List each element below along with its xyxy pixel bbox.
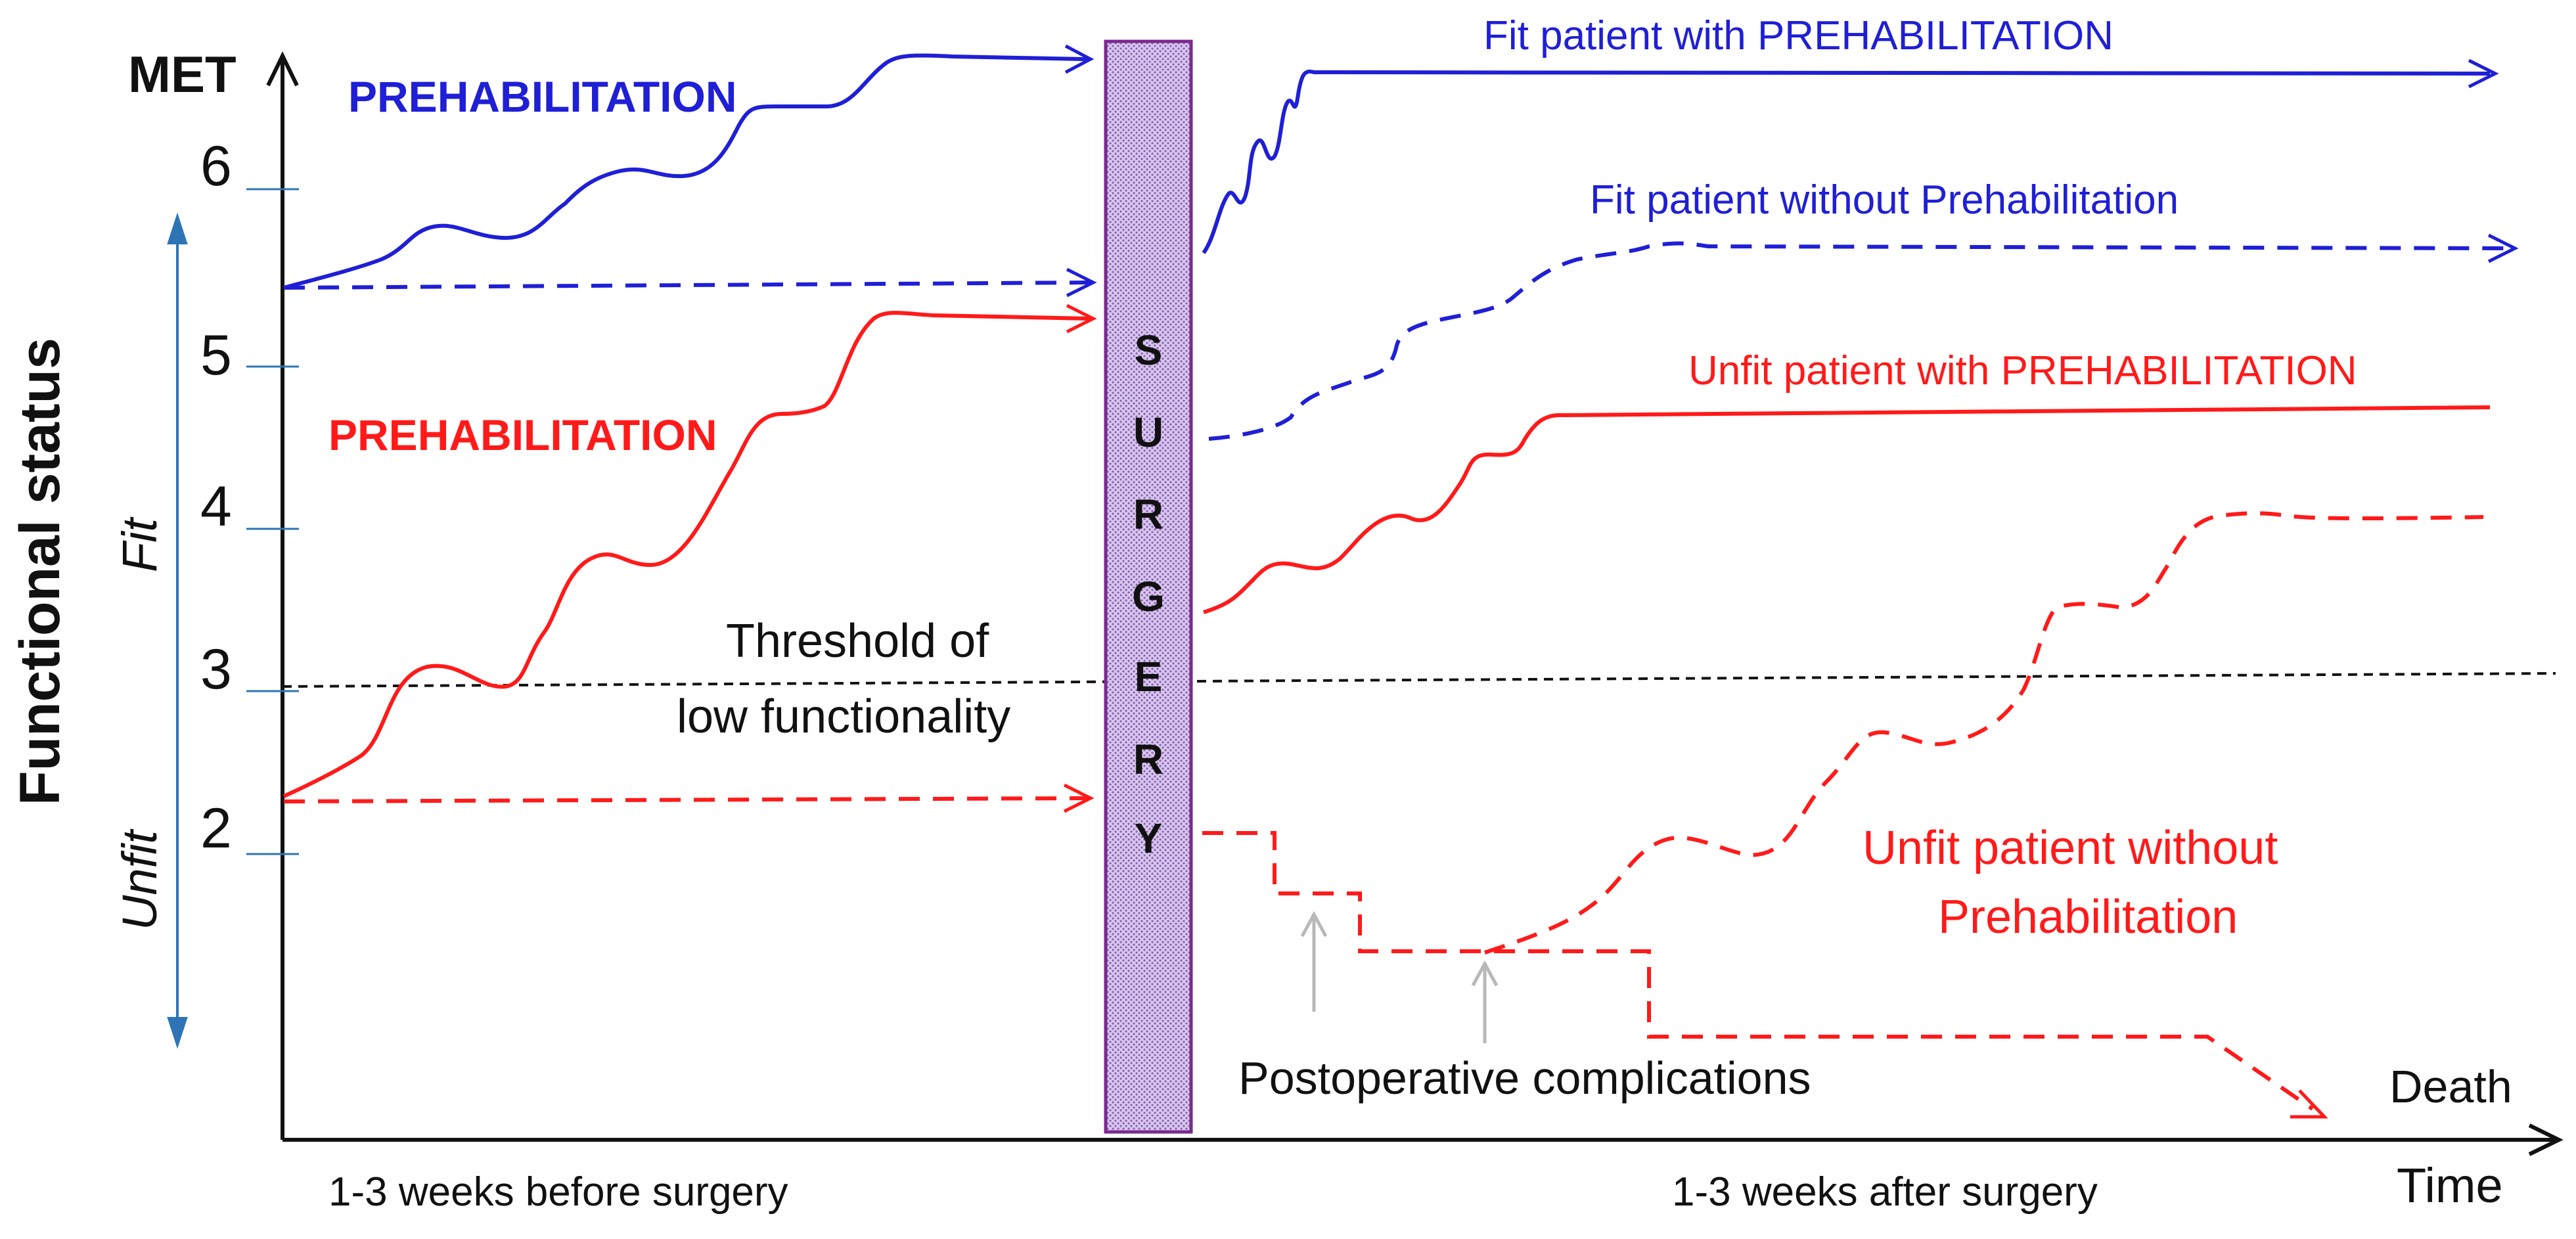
unfit-label: Unfit (112, 828, 167, 930)
complication-arrowhead (1300, 911, 1328, 937)
unfit-without-label-line1: Unfit patient without (1863, 822, 2278, 874)
unfit-prehab-arrowhead-pre (1066, 304, 1097, 334)
fit-noprehab-arrowhead-pre (1066, 267, 1097, 298)
x-axis-arrowhead (2528, 1123, 2564, 1156)
surgery-letter: R (1133, 491, 1164, 538)
y-axis-arrowhead (266, 51, 299, 87)
fit-prehab-arrowhead-pre (1064, 44, 1095, 74)
surgery-letter: E (1135, 653, 1163, 700)
fit-label: Fit (112, 516, 167, 572)
y-tick-label: 3 (200, 638, 232, 701)
axes (266, 51, 2564, 1156)
complications-label: Postoperative complications (1238, 1052, 1811, 1104)
fit-prehab-arrowhead-post (2468, 58, 2499, 89)
threshold-label-line1: Threshold of (726, 615, 989, 667)
unfit-noprehab-line-pre (283, 796, 1088, 803)
y-tick-label: 4 (200, 475, 232, 538)
unfit-noprehab-arrowhead-pre (1063, 783, 1095, 813)
fit-prehab-curve-pre (283, 53, 1088, 290)
fit-noprehab-arrowhead-post (2487, 233, 2519, 263)
prehab-label-red: PREHABILITATION (328, 411, 717, 459)
complication-arrows (1300, 911, 1499, 1043)
threshold-line (282, 672, 2556, 688)
surgery-letter: G (1132, 573, 1165, 620)
unfit-prehab-curve-post (1203, 405, 2491, 614)
functional-status-label: Functional status (9, 338, 72, 805)
surgery-bar (1104, 39, 1193, 1134)
fit-prehab-curve-post (1202, 69, 2491, 254)
x-axis-title: Time (2397, 1158, 2503, 1213)
surgery-letter: Y (1135, 815, 1163, 862)
y-axis-title: MET (128, 45, 237, 103)
y-tick-label: 5 (200, 324, 232, 387)
fit-unfit-range-arrow (167, 212, 188, 1049)
surgery-letter: U (1133, 409, 1164, 456)
after-surgery-label: 1-3 weeks after surgery (1672, 1169, 2098, 1215)
unfit-with-label: Unfit patient with PREHABILITATION (1688, 348, 2357, 394)
unfit-noprehab-complication-path (1202, 831, 2314, 1111)
surgery-letter: R (1133, 736, 1164, 783)
death-label: Death (2389, 1061, 2512, 1112)
y-ticks (246, 188, 299, 855)
fit-without-label: Fit patient without Prehabilitation (1590, 177, 2179, 223)
prehab-label-blue: PREHABILITATION (348, 72, 737, 121)
y-tick-label: 2 (200, 797, 232, 860)
unfit-without-label-line2: Prehabilitation (1938, 891, 2238, 943)
death-arrowhead (2290, 1089, 2328, 1119)
unfit-noprehab-recovery-curve (1484, 511, 2484, 955)
fit-with-label: Fit patient with PREHABILITATION (1483, 13, 2113, 58)
fit-noprehab-curve-post (1208, 241, 2510, 441)
y-tick-label: 6 (200, 135, 232, 198)
fit-noprehab-line-pre (283, 281, 1091, 290)
surgery-letter: S (1135, 327, 1163, 374)
threshold-label-line2: low functionality (677, 690, 1010, 743)
before-surgery-label: 1-3 weeks before surgery (328, 1169, 788, 1215)
unfit-prehab-curve-pre (282, 311, 1091, 798)
complication-arrowhead (1471, 960, 1499, 987)
